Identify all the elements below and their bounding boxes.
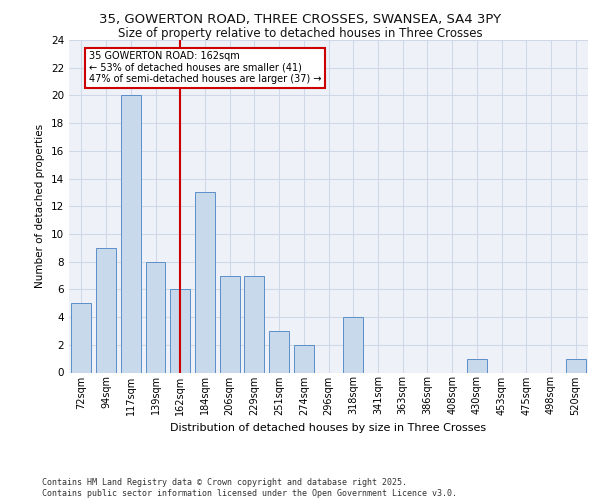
Bar	[220, 276, 239, 372]
Bar	[467, 358, 487, 372]
Text: 35, GOWERTON ROAD, THREE CROSSES, SWANSEA, SA4 3PY: 35, GOWERTON ROAD, THREE CROSSES, SWANSE…	[99, 12, 501, 26]
Bar	[96, 248, 116, 372]
Bar	[294, 345, 314, 372]
Bar	[71, 303, 91, 372]
Bar	[566, 358, 586, 372]
Bar	[170, 290, 190, 372]
Bar	[195, 192, 215, 372]
Text: Contains HM Land Registry data © Crown copyright and database right 2025.
Contai: Contains HM Land Registry data © Crown c…	[42, 478, 457, 498]
X-axis label: Distribution of detached houses by size in Three Crosses: Distribution of detached houses by size …	[170, 423, 487, 433]
Text: 35 GOWERTON ROAD: 162sqm
← 53% of detached houses are smaller (41)
47% of semi-d: 35 GOWERTON ROAD: 162sqm ← 53% of detach…	[89, 51, 321, 84]
Y-axis label: Number of detached properties: Number of detached properties	[35, 124, 46, 288]
Bar	[343, 317, 363, 372]
Bar	[244, 276, 264, 372]
Bar	[146, 262, 166, 372]
Bar	[269, 331, 289, 372]
Bar	[121, 96, 140, 372]
Text: Size of property relative to detached houses in Three Crosses: Size of property relative to detached ho…	[118, 28, 482, 40]
